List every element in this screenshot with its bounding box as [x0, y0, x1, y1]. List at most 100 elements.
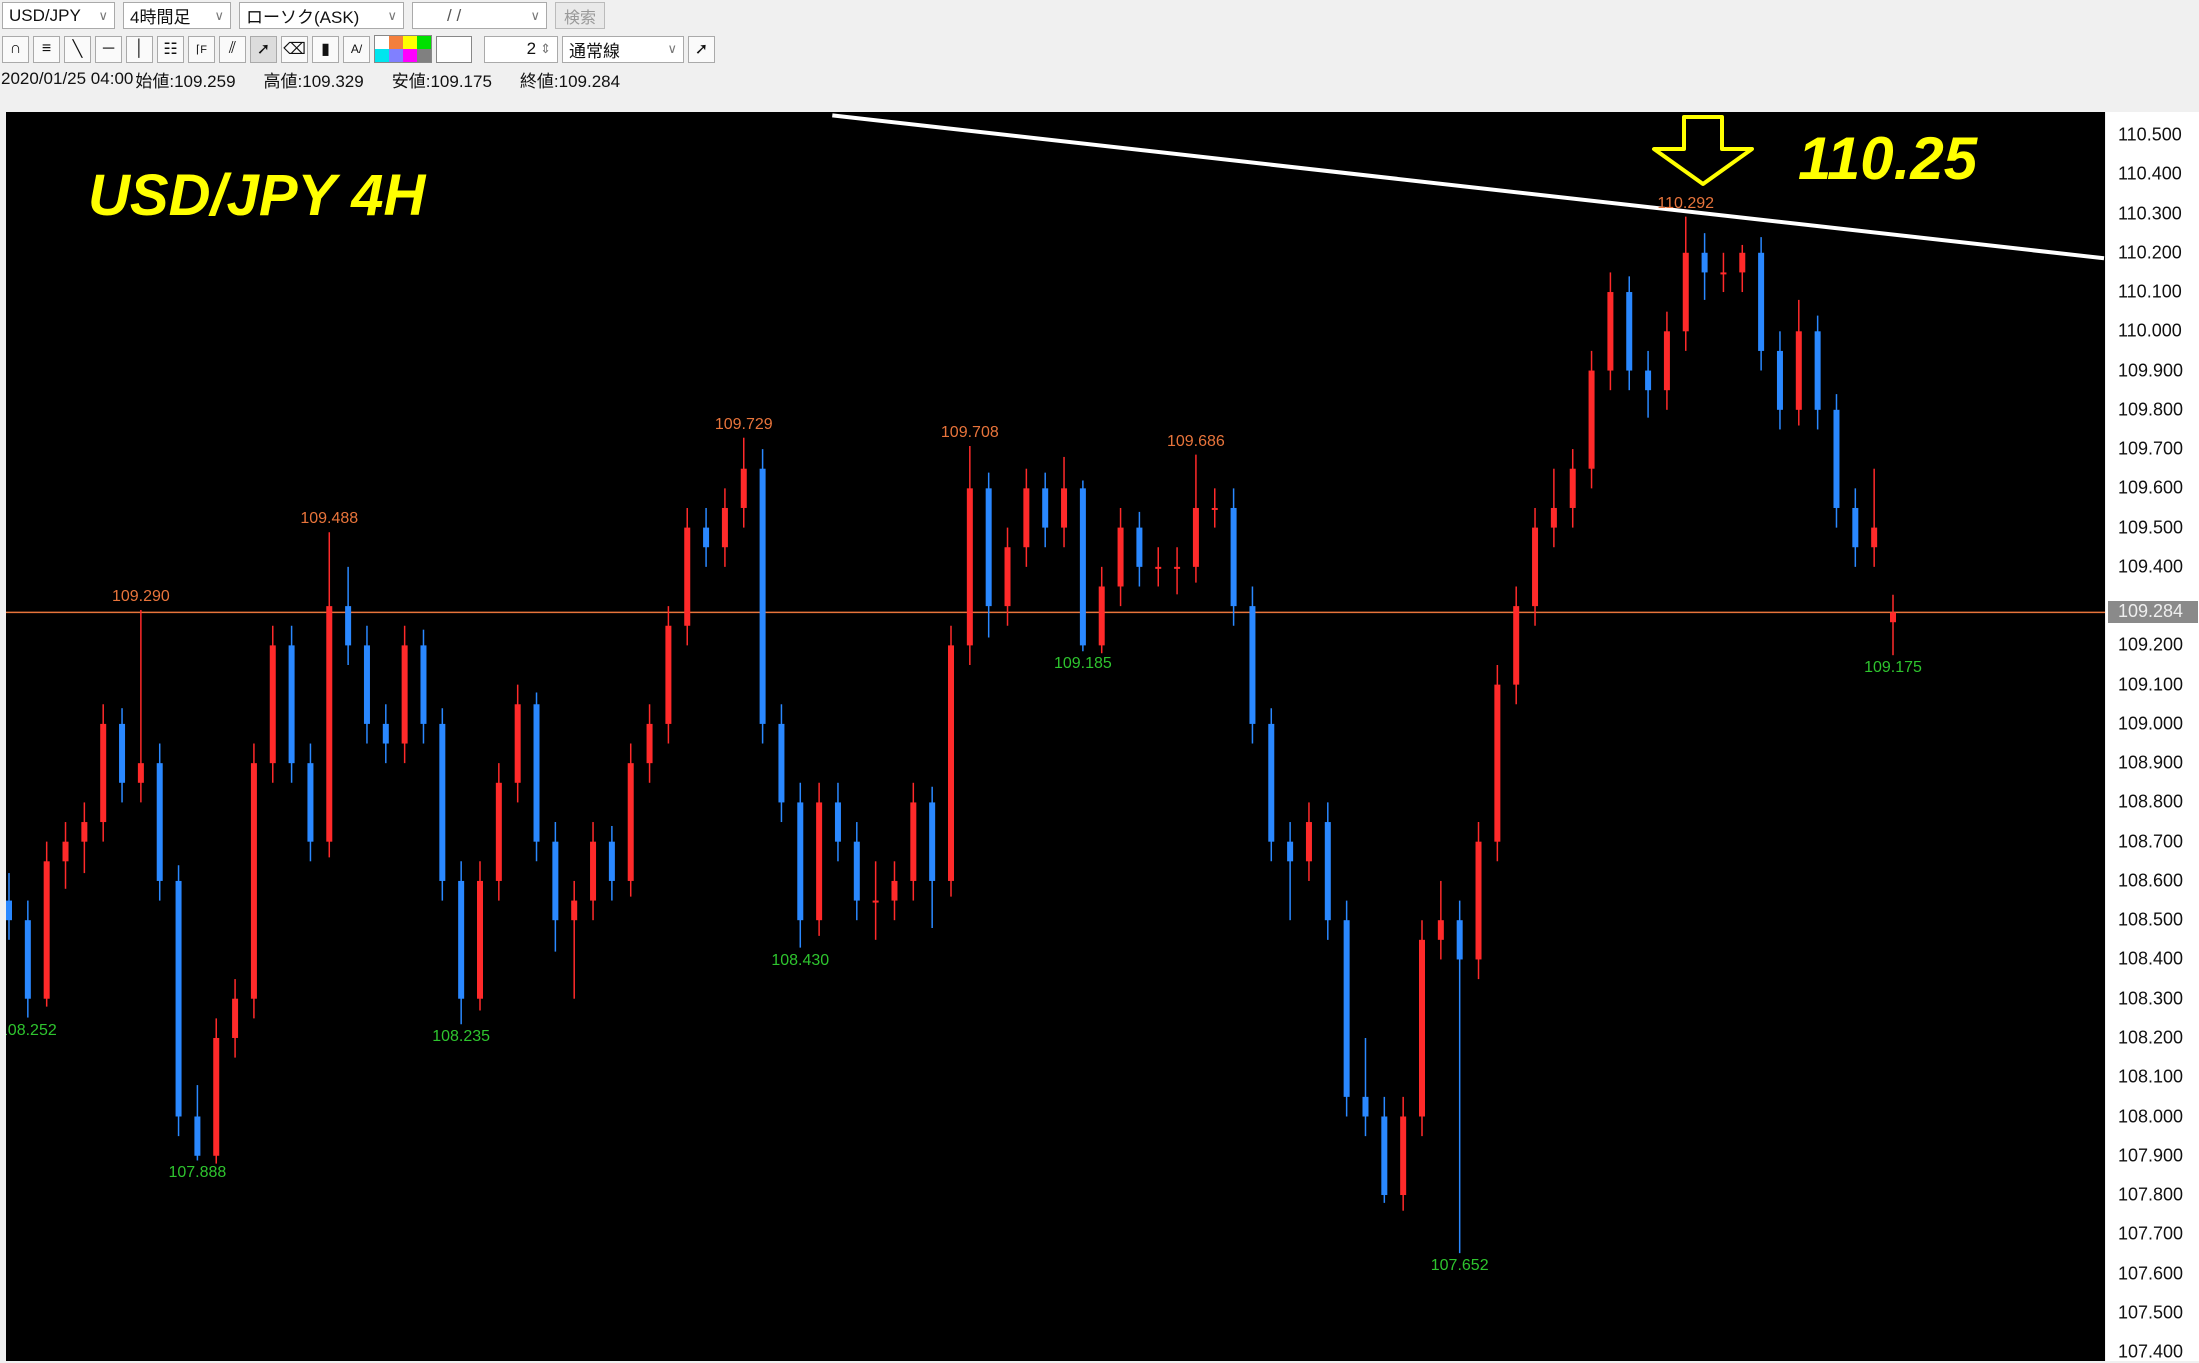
- candle-body: [43, 861, 50, 999]
- candle-body: [232, 998, 239, 1038]
- candle-body: [872, 900, 879, 903]
- candle-body: [759, 468, 766, 724]
- candle-body: [1400, 1116, 1407, 1196]
- candle-body: [571, 900, 578, 921]
- color-swatch[interactable]: [417, 36, 431, 49]
- info-high: 高値:109.329: [263, 71, 364, 91]
- cursor-icon[interactable]: ➚: [250, 35, 277, 63]
- chart-annotation-title: USD/JPY 4H: [88, 163, 426, 228]
- color-swatch[interactable]: [403, 36, 417, 49]
- candle-body: [1814, 331, 1821, 410]
- spinner-icon[interactable]: ⇕: [540, 41, 551, 56]
- y-tick-label: 107.500: [2118, 1302, 2184, 1323]
- magnet-icon[interactable]: ∩: [2, 35, 29, 63]
- symbol-select[interactable]: USD/JPY ∨: [2, 2, 115, 29]
- candle-body: [194, 1116, 201, 1156]
- info-low: 安値:109.175: [391, 71, 492, 91]
- candle-body: [646, 723, 653, 764]
- color-swatch[interactable]: [403, 49, 417, 62]
- candle-body: [1362, 1096, 1369, 1117]
- horizontal-label-icon[interactable]: ≡: [33, 35, 60, 63]
- candle-body: [1249, 606, 1256, 724]
- y-tick-label: 108.700: [2118, 831, 2184, 852]
- line-style-select[interactable]: 通常線 ∨: [562, 35, 684, 63]
- high-price-label: 109.686: [1166, 432, 1225, 450]
- fibonacci-icon[interactable]: ☷: [157, 35, 184, 63]
- current-price-badge: 109.284: [2108, 601, 2198, 624]
- trendline: [832, 113, 2105, 261]
- candle-body: [1513, 606, 1520, 685]
- candle-body: [1098, 586, 1105, 646]
- price-chart[interactable]: USD/JPY 4H 110.25 108.252 109.290 107.888 1…: [6, 112, 2105, 1361]
- candle-body: [929, 802, 936, 881]
- candle-body: [1117, 527, 1124, 587]
- chevron-down-icon: ∨: [530, 7, 540, 23]
- toolbar-drawing: ∩ ≡ ╲ ─ │ ☷ ⌈F ⫽ ➚ ⌫ ▮ A/ 2 ⇕ 通常線 ∨ ➚: [0, 32, 715, 66]
- chart-type-value: ローソク(ASK): [246, 8, 360, 27]
- candle-body: [119, 723, 126, 783]
- y-tick-label: 107.600: [2118, 1263, 2184, 1284]
- line-width-stepper[interactable]: 2 ⇕: [484, 35, 558, 63]
- candle-body: [1795, 331, 1802, 410]
- gann-fan-icon[interactable]: ⫽: [219, 35, 246, 63]
- line-width-value: 2: [526, 39, 537, 58]
- candle-body: [721, 507, 728, 548]
- candle-body: [590, 841, 597, 901]
- y-tick-label: 109.500: [2118, 517, 2184, 538]
- horizontal-line-icon[interactable]: ─: [95, 35, 122, 63]
- candle-body: [1136, 527, 1143, 567]
- chart-type-select[interactable]: ローソク(ASK) ∨: [239, 2, 404, 29]
- color-swatch[interactable]: [389, 36, 403, 49]
- color-swatch[interactable]: [375, 49, 389, 62]
- candle-body: [703, 527, 710, 548]
- candle-body: [797, 802, 804, 921]
- y-tick-label: 108.100: [2118, 1066, 2184, 1087]
- candle-body: [1645, 370, 1652, 391]
- y-tick-label: 109.100: [2118, 674, 2184, 695]
- eraser-icon[interactable]: ⌫: [281, 35, 308, 63]
- candle-body: [345, 606, 352, 646]
- y-tick-label: 109.000: [2118, 713, 2184, 734]
- high-price-label: 109.290: [111, 588, 170, 606]
- selected-color[interactable]: [436, 35, 472, 63]
- candle-body: [1475, 841, 1482, 960]
- symbol-value: USD/JPY: [9, 5, 81, 25]
- timeframe-select[interactable]: 4時間足 ∨: [123, 2, 231, 29]
- vertical-line-icon[interactable]: │: [126, 35, 153, 63]
- y-tick-label: 108.800: [2118, 791, 2184, 812]
- candle-body: [156, 763, 163, 881]
- color-swatch[interactable]: [389, 49, 403, 62]
- chevron-down-icon: ∨: [98, 7, 108, 23]
- fibonacci-fan-icon[interactable]: ⌈F: [188, 35, 215, 63]
- candle-body: [1833, 409, 1840, 508]
- candle-body: [1343, 920, 1350, 1097]
- date-picker[interactable]: / / ∨: [412, 2, 547, 29]
- y-tick-label: 110.000: [2118, 320, 2182, 341]
- candle-body: [1701, 252, 1708, 273]
- trash-icon[interactable]: ▮: [312, 35, 339, 63]
- trendline-icon[interactable]: ╲: [64, 35, 91, 63]
- low-price-label: 108.235: [432, 1028, 491, 1046]
- candle-body: [495, 782, 502, 881]
- color-palette[interactable]: [374, 35, 432, 63]
- candle-body: [213, 1037, 220, 1156]
- candle-body: [1287, 841, 1294, 862]
- high-price-label: 109.729: [714, 415, 773, 433]
- candle-body: [514, 704, 521, 783]
- candle-body: [326, 606, 333, 842]
- arrow-tool-icon[interactable]: ➚: [688, 35, 715, 63]
- candle-body: [778, 723, 785, 803]
- timeframe-value: 4時間足: [130, 8, 191, 27]
- chevron-down-icon: ∨: [667, 41, 677, 56]
- color-swatch[interactable]: [375, 36, 389, 49]
- candle-body: [1569, 468, 1576, 508]
- candle-body: [1381, 1116, 1388, 1196]
- color-swatch[interactable]: [417, 49, 431, 62]
- y-tick-label: 107.900: [2118, 1145, 2184, 1166]
- y-tick-label: 110.200: [2118, 242, 2182, 263]
- candle-body: [269, 645, 276, 764]
- candle-body: [1532, 527, 1539, 607]
- search-button[interactable]: 検索: [555, 2, 606, 29]
- candle-body: [1230, 507, 1237, 607]
- text-tool-icon[interactable]: A/: [343, 35, 370, 63]
